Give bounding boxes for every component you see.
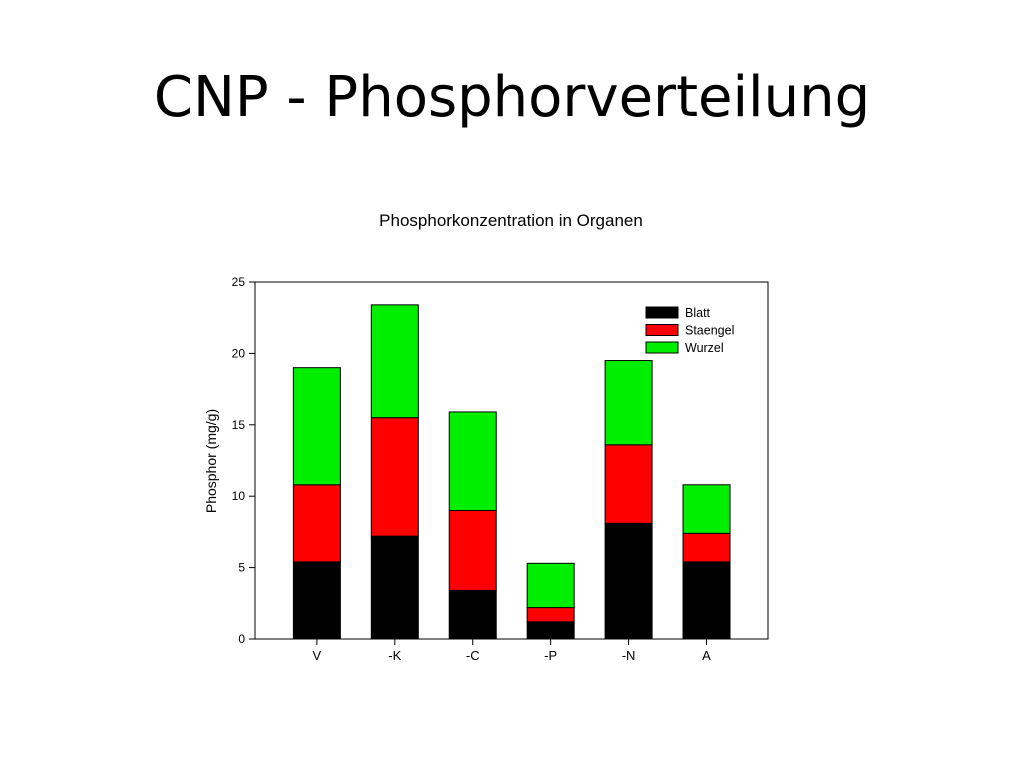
legend-swatch-staengel: [645, 324, 679, 336]
bar-segment-staengel: [604, 444, 653, 524]
slide-title: CNP - Phosphorverteilung: [153, 65, 871, 130]
bar-segment-wurzel: [604, 360, 653, 446]
legend: Blatt Staengel Wurzel: [645, 306, 734, 355]
x-tick-label: A: [702, 648, 711, 663]
chart-title: Phosphorkonzentration in Organen: [379, 211, 643, 230]
x-tick-label: V: [313, 648, 322, 663]
x-tick-label: -N: [622, 648, 636, 663]
x-tick-label: -K: [388, 648, 401, 663]
x-tick-label: -P: [544, 648, 557, 663]
legend-swatch-wurzel: [645, 341, 679, 354]
bars: [292, 304, 731, 640]
bar-segment-staengel: [682, 532, 731, 563]
bar-segment-staengel: [526, 607, 575, 623]
legend-swatch-blatt: [645, 306, 679, 319]
y-tick-label: 5: [238, 561, 245, 575]
y-tick-label: 25: [232, 275, 246, 289]
y-axis: 0 5 10 15 20 25: [232, 275, 255, 646]
bar-segment-blatt: [526, 621, 575, 640]
x-tick-label: -C: [466, 648, 480, 663]
legend-label-blatt: Blatt: [685, 306, 711, 320]
x-axis: V -K -C -P -N A: [313, 639, 711, 663]
bar-segment-blatt: [604, 522, 653, 640]
bar-segment-wurzel: [526, 562, 575, 609]
y-tick-label: 20: [232, 346, 246, 360]
y-axis-label: Phosphor (mg/g): [203, 409, 219, 513]
bar-segment-staengel: [448, 509, 497, 591]
plot-area-frame: [254, 281, 769, 640]
bar-segment-wurzel: [448, 411, 497, 511]
y-tick-label: 10: [232, 489, 246, 503]
bar-segment-blatt: [682, 561, 731, 640]
y-tick-label: 0: [238, 632, 245, 646]
bar-segment-blatt: [448, 589, 497, 640]
bar-segment-wurzel: [370, 304, 419, 419]
bar-segment-staengel: [292, 484, 341, 563]
legend-label-staengel: Staengel: [685, 324, 734, 338]
bar-segment-blatt: [292, 561, 341, 640]
bar-segment-staengel: [370, 417, 419, 537]
bar-segment-wurzel: [292, 367, 341, 486]
y-tick-label: 15: [232, 418, 246, 432]
legend-label-wurzel: Wurzel: [685, 341, 724, 355]
bar-segment-blatt: [370, 535, 419, 640]
bar-segment-wurzel: [682, 484, 731, 534]
